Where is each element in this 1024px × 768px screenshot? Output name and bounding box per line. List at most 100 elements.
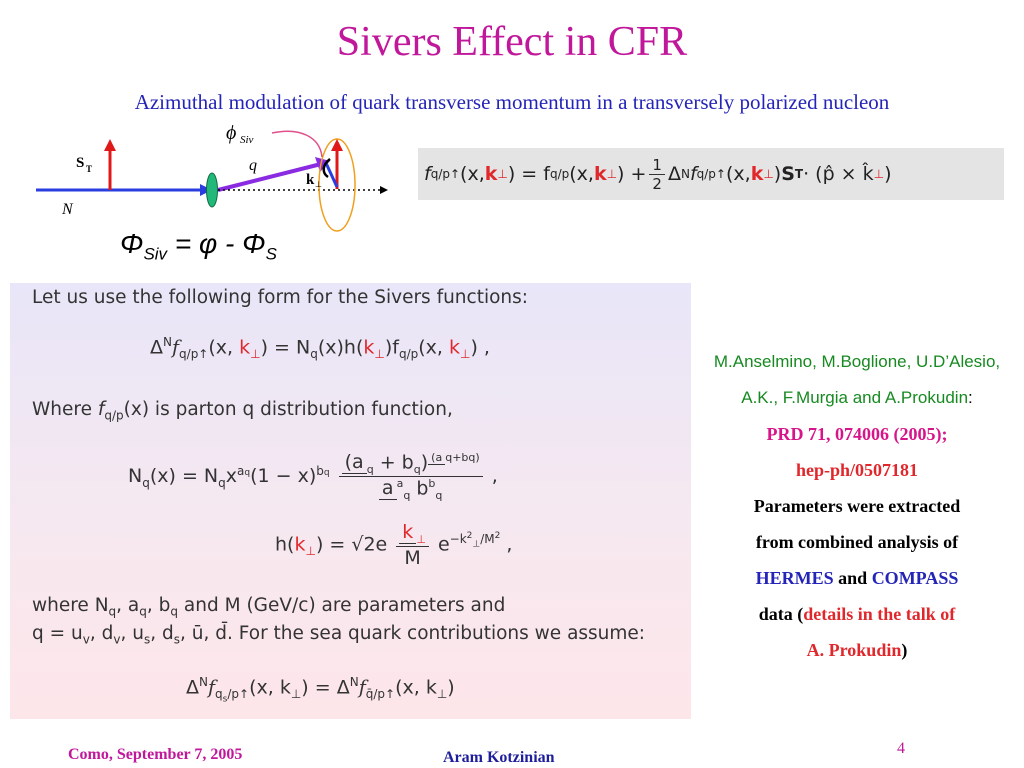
ref-journal: PRD 71, 074006 (2005); <box>766 424 948 444</box>
tf-st: S <box>781 163 795 185</box>
eq2-num-q2: q <box>413 463 421 477</box>
sea-e: , ū, d̄. For the sea quark contributions… <box>180 623 646 644</box>
where-fsub: q/p <box>104 408 124 423</box>
eq2-lhs: N <box>128 465 143 488</box>
sea-v2: v <box>113 632 121 647</box>
footer-date: Como, September 7, 2005 <box>68 746 243 763</box>
tf-k3: k <box>750 163 764 185</box>
tf-k2-sub: ⊥ <box>606 167 618 181</box>
content-where-line: Where fq/p(x) is parton q distribution f… <box>32 399 453 423</box>
eq1-a: (x, <box>208 336 240 359</box>
eq1-ksub: ⊥ <box>250 347 261 362</box>
vertex-blob <box>206 172 218 208</box>
ref-authors-1: M.Anselmino, M.Boglione, U.D’Alesio, <box>713 352 1001 371</box>
eq2-den-q2: q <box>435 489 443 503</box>
content-params-line: where Nq, aq, bq and M (GeV/c) are param… <box>32 595 505 619</box>
footer-author: Aram Kotzinian <box>443 749 555 766</box>
tf-k2: k <box>593 163 607 185</box>
eq1-ksub3: ⊥ <box>460 347 471 362</box>
eq-h: h(k⊥) = √2e k ⊥ M e−k2⊥/M2 , <box>275 521 512 569</box>
eq4-f: f <box>207 676 216 699</box>
angle-arc <box>322 158 331 179</box>
ref-close: ) <box>901 640 908 660</box>
eq3-num-sub: ⊥ <box>416 532 426 546</box>
eq4-c: (x, k <box>395 676 437 699</box>
eq2-nsup-q2: q <box>468 451 476 464</box>
ref-authors-2-line: A.K., F.Murgia and A.Prokudin: <box>690 380 1024 416</box>
eq3-den: M <box>404 546 421 569</box>
eq1-d: )f <box>384 336 399 359</box>
phi-lhs-sub: Siv <box>143 244 168 264</box>
eq2-den-a: a <box>378 477 397 501</box>
eq4-sub2: /p↑ <box>227 687 250 702</box>
red-k-arrowhead <box>331 139 343 151</box>
k-sub-label: ⊥ <box>315 180 322 189</box>
where-a: Where <box>32 399 98 420</box>
s-label: S <box>76 155 84 171</box>
eq2-den-q1: q <box>403 489 411 503</box>
tf-tail: · (p̂ × k̂ <box>803 163 874 185</box>
eq3-e: e <box>437 533 450 556</box>
q-label: q <box>249 157 257 174</box>
eq4-ksub2: ⊥ <box>436 687 448 702</box>
phi-lhs: Φ <box>120 228 144 259</box>
tf-k1-sub: ⊥ <box>497 167 508 181</box>
eq2-den-b: b <box>416 477 429 500</box>
n-label: N <box>61 201 74 218</box>
tf-args3-b: ) <box>773 163 782 185</box>
eq1-k: k <box>239 336 251 359</box>
params-a: where N <box>32 595 109 616</box>
ref-details-1: details in the talk of <box>803 604 956 624</box>
eq3-frac: k ⊥ M <box>396 521 429 569</box>
sea-a: q = u <box>32 623 83 644</box>
tf-tail-end: ) <box>884 163 892 185</box>
ref-hermes: HERMES <box>755 568 834 588</box>
eq3-ksub: ⊥ <box>305 544 316 559</box>
eq2-xsupsub: q <box>244 467 251 478</box>
sivers-diagram: ϕ Siv q S T k ⊥ N <box>30 122 400 265</box>
tf-args-b: ) = f <box>507 163 550 185</box>
tf-args3-a: (x, <box>725 163 751 185</box>
eq2-den: a aq bbq <box>378 477 443 503</box>
quark-line <box>217 161 326 192</box>
tf-half-num: 1 <box>649 156 665 175</box>
ref-compass: COMPASS <box>871 568 959 588</box>
eq3-exp2: 2 <box>466 531 473 542</box>
eq2-num-q1: q <box>366 463 374 477</box>
tf-args2-a: (x, <box>569 163 594 185</box>
params-d: and M (GeV/c) are parameters and <box>178 595 506 616</box>
eq2-bsup: b <box>316 463 324 478</box>
k-label: k <box>306 172 315 188</box>
phi-label: ϕ <box>226 125 236 144</box>
eq4-sup2: N <box>349 675 359 689</box>
eq4-sup: N <box>199 675 208 689</box>
eq2-a: (x) = N <box>149 465 219 488</box>
eq3-exp3: ⊥ <box>472 539 481 550</box>
eq3-num: k ⊥ <box>396 521 429 547</box>
eq1-end: ) , <box>470 336 490 359</box>
eq3-lhs: h( <box>275 533 295 556</box>
tf-sub3: q/p↑ <box>696 167 726 181</box>
eq1-c: (x)h( <box>317 336 364 359</box>
tf-delta-sup: N <box>680 167 690 181</box>
phi-rhs: = φ - Φ <box>174 228 266 259</box>
spin-arrowhead <box>104 139 116 151</box>
eq2-den-sup2: b <box>428 477 436 491</box>
eq4-ksub: ⊥ <box>290 687 302 702</box>
sea-v1: v <box>82 632 90 647</box>
tf-delta: Δ <box>667 163 681 185</box>
eq2-num-end: ) <box>420 451 429 474</box>
eq2-frac: (a q + bq) (a q+bq) a aq bbq <box>338 451 483 503</box>
where-b: (x) is parton q distribution function, <box>123 399 453 420</box>
page-number: 4 <box>897 740 905 757</box>
tf-f3: f <box>689 163 697 185</box>
params-asub: q <box>139 604 147 619</box>
ref-desc-1: Parameters were extracted <box>753 496 961 516</box>
eq1-fsub: q/p <box>398 347 419 362</box>
eq2-bsupsub: q <box>323 467 330 478</box>
ref-details-2: A. Prokudin <box>806 640 902 660</box>
ref-experiments: HERMES and COMPASS <box>690 560 1024 596</box>
eq1-delta: Δ <box>150 336 163 359</box>
eq2-nsup-a: (a <box>428 451 446 465</box>
